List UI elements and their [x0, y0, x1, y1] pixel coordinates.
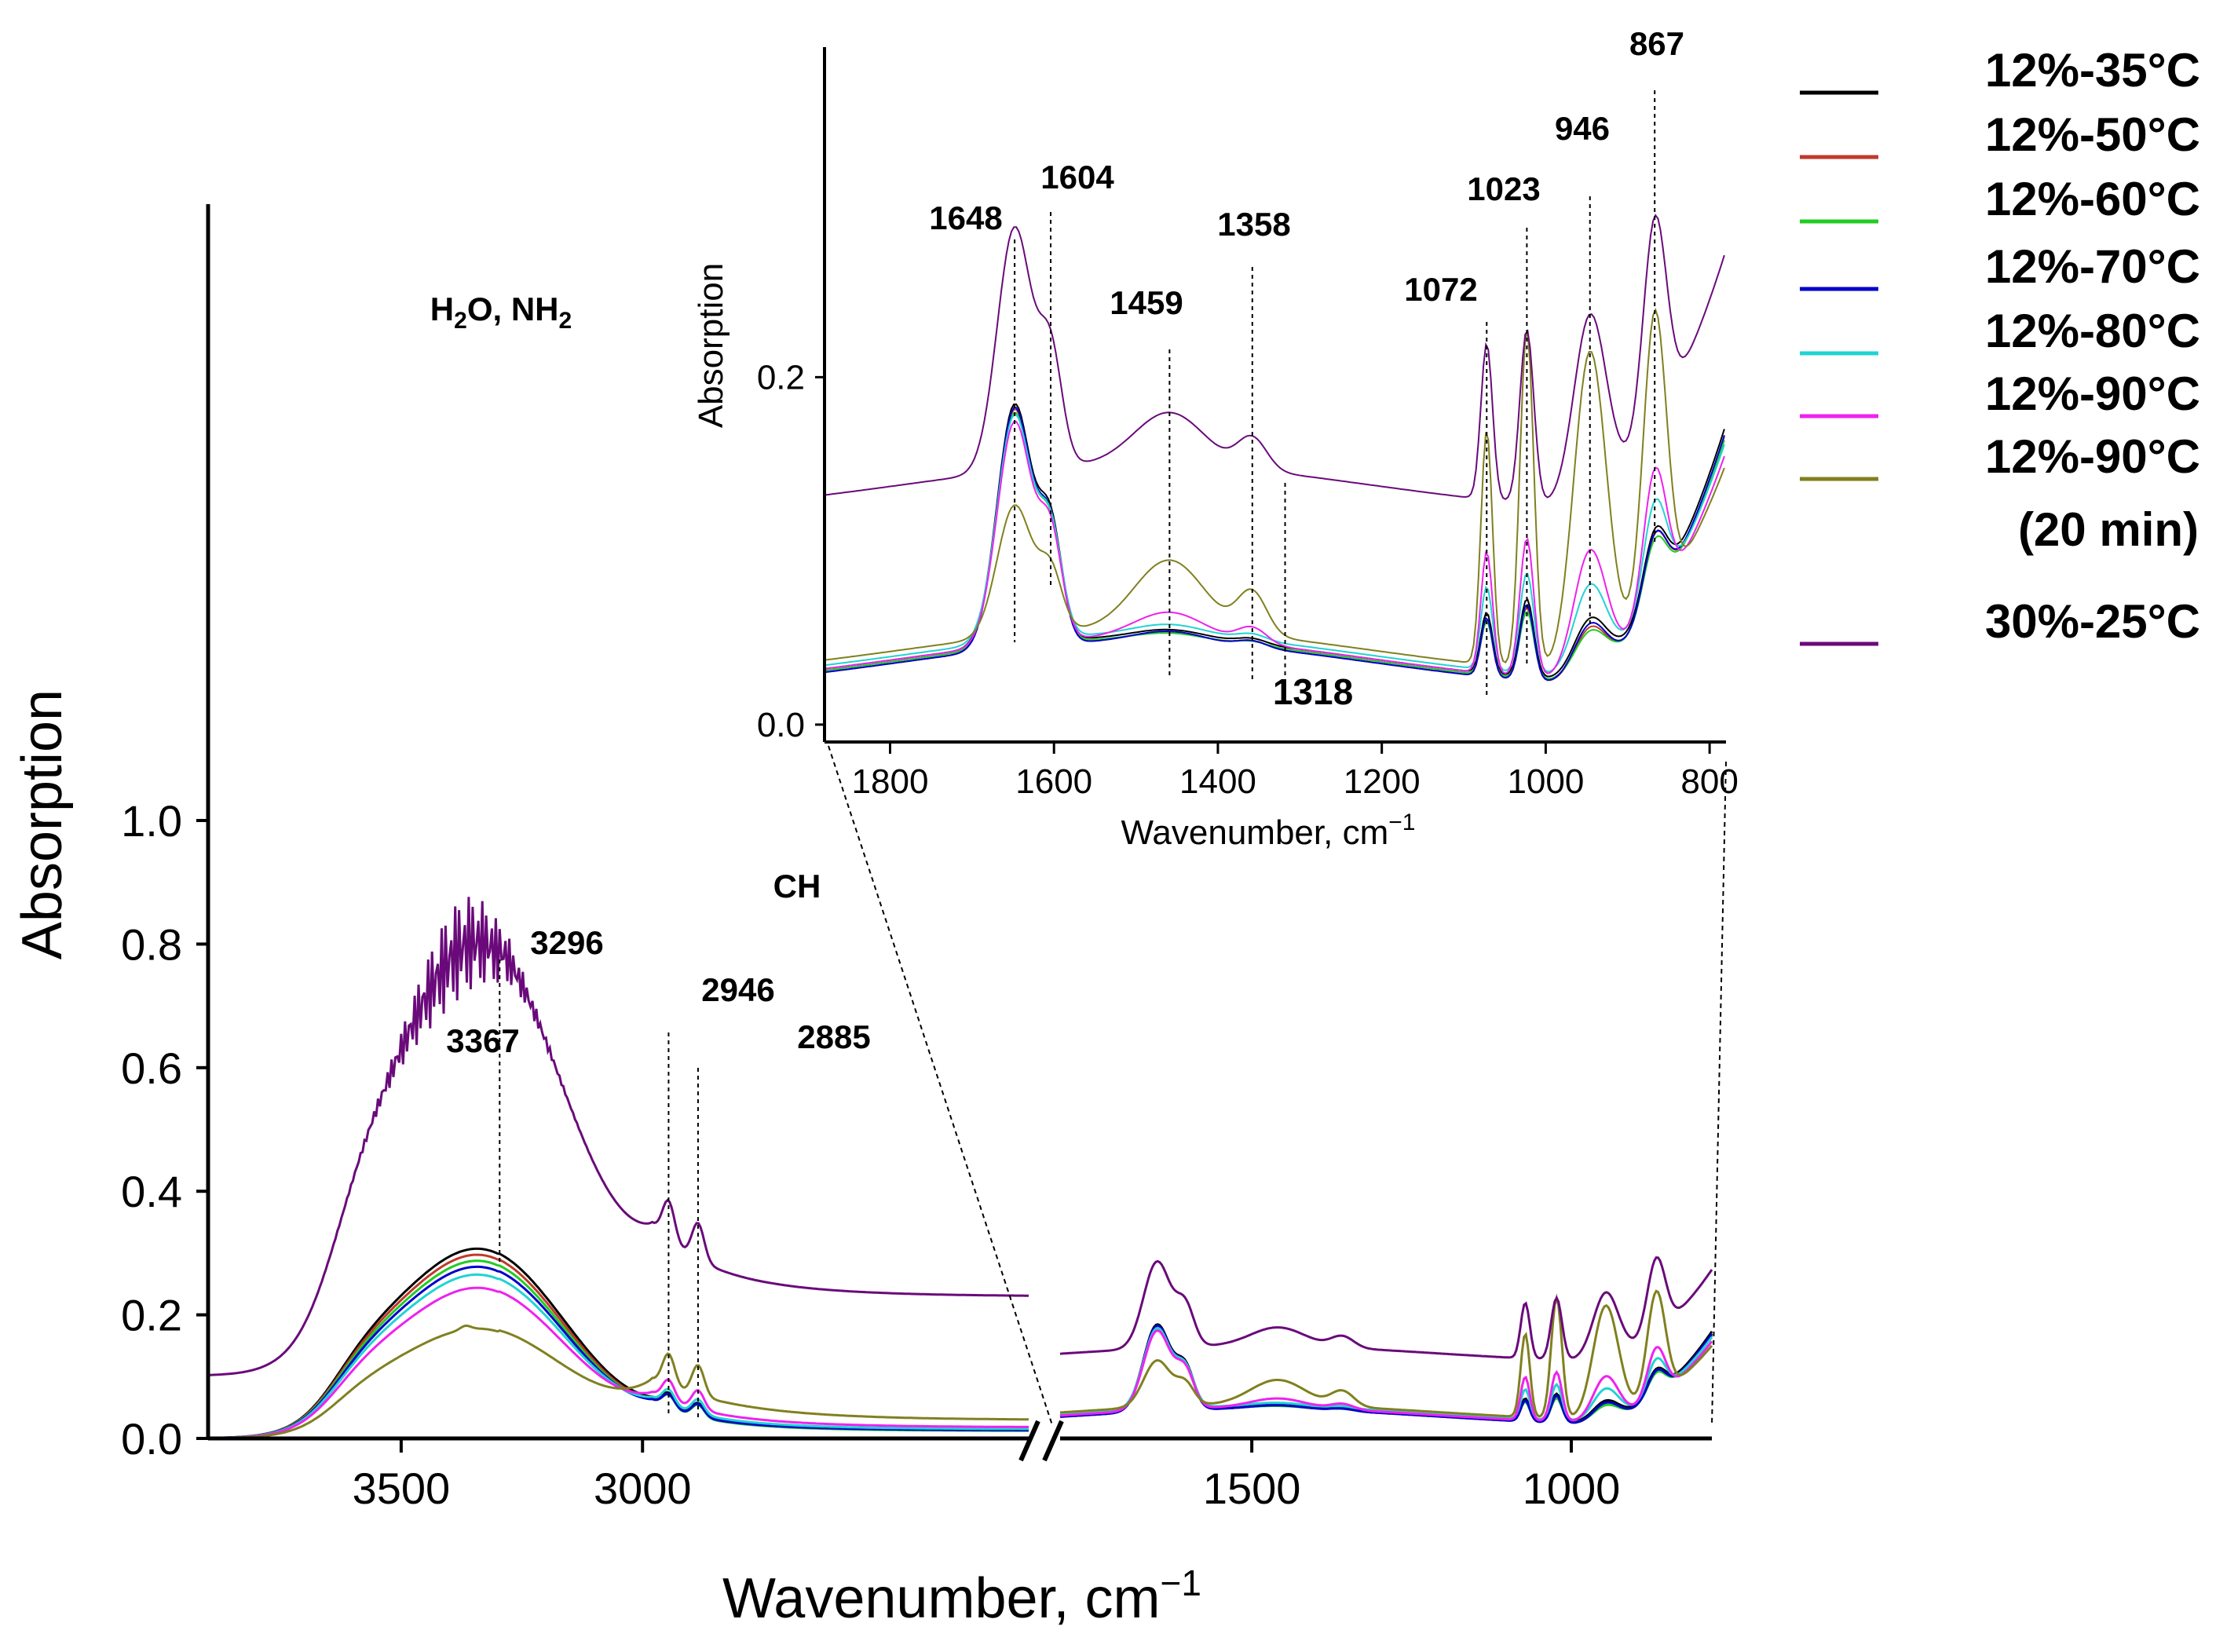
inset-annotation-label: 1604 — [1040, 159, 1114, 196]
inset-y-tick-label: 0.2 — [757, 358, 805, 397]
inset-x-tick-label: 1400 — [1179, 762, 1256, 801]
main-series-line-right — [1059, 1256, 1713, 1360]
inset-y-axis-title: Absorption — [692, 263, 730, 428]
inset-annotation-label: 867 — [1629, 25, 1684, 62]
inset-series-line — [824, 214, 1725, 500]
main-x-tick-label: 3000 — [594, 1464, 692, 1513]
main-annotation-label: 3296 — [530, 924, 603, 961]
legend-entry-label: 30%-25°C — [1985, 595, 2200, 648]
legend-entry-label: 12%-35°C — [1985, 44, 2200, 97]
main-series-line-left — [208, 1286, 1029, 1439]
main-x-tick-label: 1000 — [1523, 1464, 1621, 1513]
main-y-tick-label: 0.0 — [121, 1414, 182, 1464]
inset-annotation-label: 1318 — [1273, 671, 1353, 712]
main-series-line-left — [208, 1324, 1029, 1439]
main-y-tick-label: 1.0 — [121, 796, 182, 846]
main-series-group — [207, 897, 1713, 1439]
inset-series-group — [824, 214, 1725, 682]
label-h2o-nh2: H2O, NH2 — [430, 291, 572, 334]
inset-series-line — [824, 307, 1725, 663]
main-x-tick-label: 3500 — [353, 1464, 451, 1513]
zoom-connector-left — [828, 745, 1053, 1426]
main-plot: 0.0 0.2 0.4 0.6 0.8 1.0 3500 3000 1500 1000 Abso… — [11, 204, 1713, 1630]
main-series-line-right — [1059, 1289, 1713, 1418]
main-series-line-right — [1059, 1329, 1713, 1422]
inset-y-tick-label: 0.0 — [757, 706, 805, 744]
inset-annotation-label: 1358 — [1217, 206, 1290, 243]
inset-annotation-label: 946 — [1555, 110, 1610, 147]
main-y-tick-label: 0.6 — [121, 1043, 182, 1093]
label-ch: CH — [773, 868, 821, 905]
inset-plot: 0.00.2 1800 1600 1400 1200 1000 800 164816041… — [692, 25, 1739, 852]
inset-x-ticks: 1800 1600 1400 1200 1000 800 — [852, 742, 1739, 801]
legend-entry-label: 12%-80°C — [1985, 305, 2200, 357]
legend-entry-label: 12%-90°C — [1985, 367, 2200, 420]
inset-x-tick-label: 1200 — [1344, 762, 1421, 801]
legend-entry-label: 12%-60°C — [1985, 173, 2200, 225]
main-x-tick-label: 1500 — [1203, 1464, 1301, 1513]
legend-entry-label: 12%-50°C — [1985, 108, 2200, 161]
main-y-tick-label: 0.4 — [121, 1167, 182, 1216]
zoom-connector-right — [1711, 761, 1727, 1426]
inset-annotations: 1648 1604 1459 1358 1318 1072 1023 946 867 — [929, 25, 1684, 712]
inset-annotation-label: 1023 — [1467, 170, 1540, 207]
inset-background — [825, 47, 1728, 742]
legend-entry-label: 12%-90°C — [1985, 430, 2200, 483]
main-series-line-left — [207, 1247, 1029, 1439]
inset-series-line — [824, 420, 1725, 674]
legend-entry-label: 12%-70°C — [1985, 240, 2200, 293]
main-annotation-label: 3367 — [446, 1022, 519, 1059]
main-annotation-label: 2946 — [701, 971, 774, 1008]
inset-x-tick-label: 1800 — [852, 762, 929, 801]
legend-entry-label-line2: (20 min) — [2018, 503, 2199, 556]
inset-annotation-label: 1459 — [1110, 284, 1183, 321]
main-y-tick-label: 0.8 — [121, 919, 182, 969]
main-series-line-left — [208, 1273, 1029, 1439]
main-y-axis-title: Absorption — [11, 689, 74, 959]
inset-y-ticks: 0.0 0.2 — [757, 358, 825, 744]
inset-annotation-label: 1072 — [1404, 271, 1477, 308]
main-annotations: 3367 3296 2946 2885 — [446, 924, 871, 1417]
main-y-ticks: 0.0 0.2 0.4 0.6 0.8 1.0 — [121, 796, 208, 1464]
inset-x-tick-label: 1600 — [1015, 762, 1092, 801]
main-series-line-left — [208, 1265, 1029, 1439]
main-x-axis-title: Wavenumber, cm−1 — [722, 1562, 1201, 1630]
main-series-line-left — [208, 1253, 1029, 1439]
main-x-ticks: 3500 3000 1500 1000 — [353, 1438, 1621, 1513]
axis-break-mark — [1018, 1420, 1064, 1462]
inset-x-tick-label: 1000 — [1507, 762, 1584, 801]
inset-x-tick-label: 800 — [1680, 762, 1738, 801]
inset-series-line — [824, 407, 1725, 682]
inset-x-axis-title: Wavenumber, cm−1 — [1121, 810, 1416, 852]
main-series-line-left — [207, 897, 1029, 1376]
main-y-tick-label: 0.2 — [121, 1291, 182, 1340]
inset-annotation-label: 1648 — [929, 199, 1002, 236]
main-series-line-left — [208, 1259, 1029, 1439]
main-annotation-label: 2885 — [797, 1018, 870, 1055]
legend: 12%-35°C 12%-50°C 12%-60°C 12%-70°C 12%-80°C… — [1800, 44, 2200, 648]
